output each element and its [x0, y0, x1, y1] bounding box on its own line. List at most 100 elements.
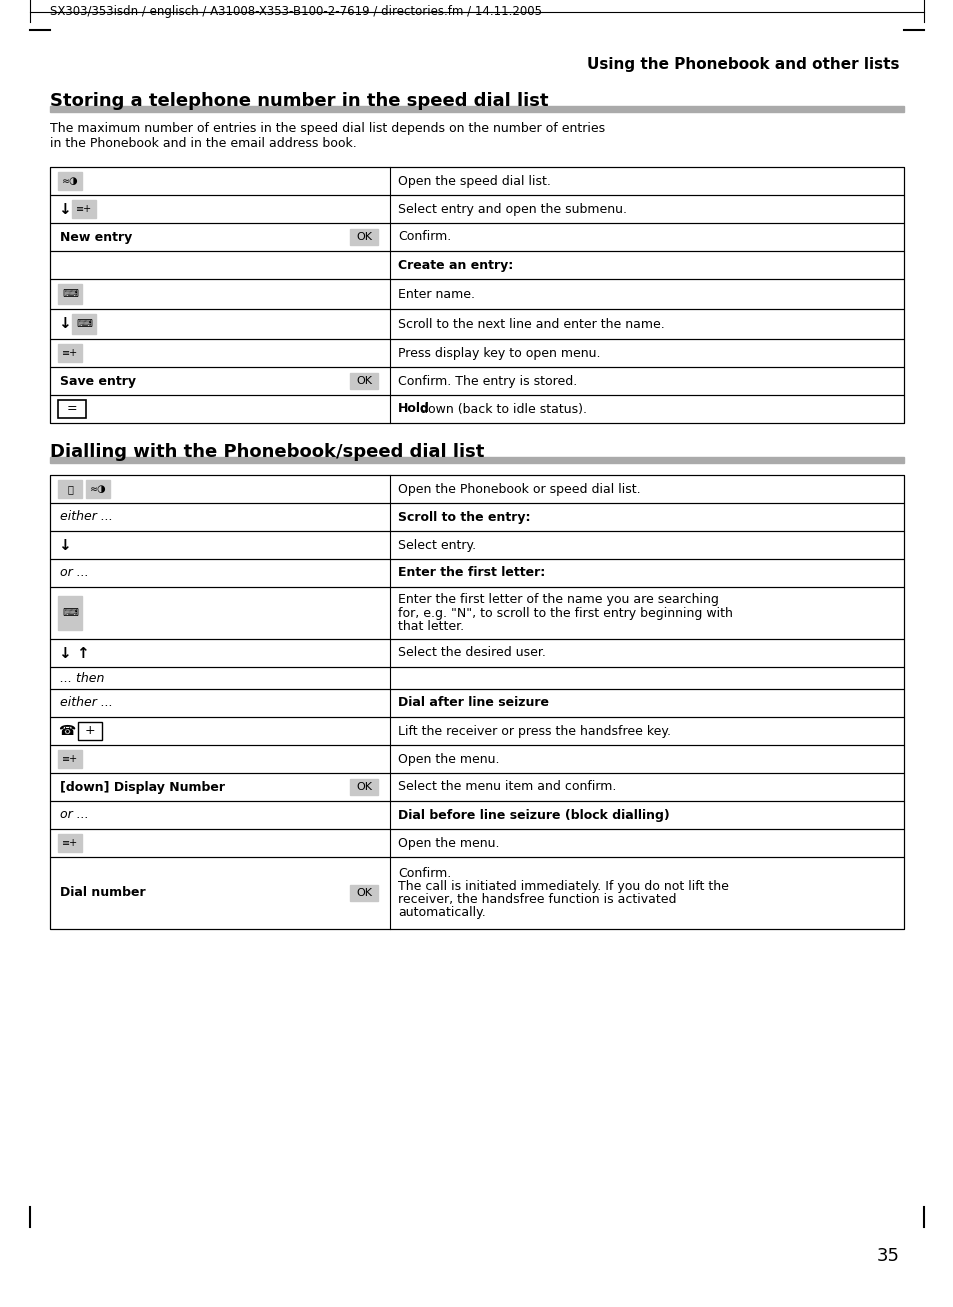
Text: Dial after line seizure: Dial after line seizure: [397, 697, 548, 710]
Bar: [50, 587, 903, 639]
Text: OK: OK: [355, 376, 372, 386]
Text: either ...: either ...: [60, 697, 112, 710]
Text: The maximum number of entries in the speed dial list depends on the number of en: The maximum number of entries in the spe…: [50, 122, 604, 150]
Bar: [50, 559, 903, 587]
Text: The call is initiated immediately. If you do not lift the: The call is initiated immediately. If yo…: [397, 880, 728, 893]
Bar: [50, 339, 903, 367]
Text: +: +: [85, 724, 95, 737]
Text: 35: 35: [876, 1247, 899, 1265]
Text: Open the menu.: Open the menu.: [397, 753, 499, 766]
Text: Confirm.: Confirm.: [397, 230, 451, 243]
Bar: [50, 689, 903, 718]
Bar: [78, 721, 102, 740]
Bar: [50, 167, 903, 423]
Text: receiver, the handsfree function is activated: receiver, the handsfree function is acti…: [397, 893, 676, 906]
Text: OK: OK: [355, 782, 372, 792]
Text: Select the menu item and confirm.: Select the menu item and confirm.: [397, 780, 616, 793]
Text: that letter.: that letter.: [397, 620, 464, 633]
Bar: [50, 251, 903, 278]
Bar: [50, 395, 903, 423]
Text: Save entry: Save entry: [60, 375, 136, 387]
Bar: [50, 639, 903, 667]
Text: ≈◑: ≈◑: [62, 176, 78, 186]
Text: Confirm.: Confirm.: [397, 867, 451, 880]
Text: Enter the first letter:: Enter the first letter:: [397, 566, 545, 579]
Text: ↓: ↓: [58, 316, 71, 332]
Bar: [50, 772, 903, 801]
Text: Open the Phonebook or speed dial list.: Open the Phonebook or speed dial list.: [397, 482, 640, 495]
Text: ⌨: ⌨: [76, 319, 91, 329]
Text: automatically.: automatically.: [397, 906, 485, 919]
Bar: [58, 344, 82, 362]
Text: ↓: ↓: [58, 646, 71, 660]
Text: or ...: or ...: [60, 566, 89, 579]
Text: ↓: ↓: [58, 537, 71, 553]
Text: Using the Phonebook and other lists: Using the Phonebook and other lists: [587, 58, 899, 72]
Bar: [50, 829, 903, 857]
Text: ≡+: ≡+: [62, 838, 78, 848]
Bar: [58, 173, 82, 190]
Text: Dialling with the Phonebook/speed dial list: Dialling with the Phonebook/speed dial l…: [50, 443, 484, 461]
Text: either ...: either ...: [60, 511, 112, 524]
Text: ≡+: ≡+: [76, 204, 92, 214]
Text: or ...: or ...: [60, 809, 89, 822]
Bar: [50, 801, 903, 829]
Bar: [58, 596, 82, 630]
Bar: [50, 106, 903, 112]
Bar: [350, 779, 377, 795]
Text: Enter name.: Enter name.: [397, 288, 475, 301]
Bar: [71, 314, 96, 333]
Text: Dial before line seizure (block dialling): Dial before line seizure (block dialling…: [397, 809, 669, 822]
Text: Hold: Hold: [397, 403, 430, 416]
Bar: [50, 531, 903, 559]
Text: SX303/353isdn / englisch / A31008-X353-B100-2-7619 / directories.fm / 14.11.2005: SX303/353isdn / englisch / A31008-X353-B…: [50, 5, 541, 18]
Bar: [350, 885, 377, 901]
Text: OK: OK: [355, 233, 372, 242]
Text: 📖: 📖: [67, 484, 72, 494]
Text: OK: OK: [355, 887, 372, 898]
Bar: [50, 667, 903, 689]
Bar: [50, 503, 903, 531]
Bar: [50, 474, 903, 929]
Text: ... then: ... then: [60, 672, 104, 685]
Bar: [58, 284, 82, 303]
Text: Open the speed dial list.: Open the speed dial list.: [397, 175, 550, 187]
Bar: [50, 745, 903, 772]
Bar: [50, 167, 903, 195]
Bar: [50, 718, 903, 745]
Text: ⌨: ⌨: [62, 608, 78, 618]
Text: Confirm. The entry is stored.: Confirm. The entry is stored.: [397, 375, 577, 387]
Bar: [50, 367, 903, 395]
Bar: [86, 480, 110, 498]
Bar: [50, 308, 903, 339]
Bar: [50, 474, 903, 503]
Bar: [50, 857, 903, 929]
Text: [down] Display Number: [down] Display Number: [60, 780, 225, 793]
Text: ⌨: ⌨: [62, 289, 78, 299]
Text: ↑: ↑: [76, 646, 89, 660]
Text: ≡+: ≡+: [62, 348, 78, 358]
Bar: [50, 195, 903, 223]
Text: Scroll to the entry:: Scroll to the entry:: [397, 511, 530, 524]
Bar: [350, 372, 377, 389]
Text: Select entry and open the submenu.: Select entry and open the submenu.: [397, 203, 626, 216]
Text: Select the desired user.: Select the desired user.: [397, 647, 545, 660]
Text: Select entry.: Select entry.: [397, 538, 476, 552]
Text: ↓: ↓: [58, 201, 71, 217]
Bar: [58, 750, 82, 769]
Text: Enter the first letter of the name you are searching: Enter the first letter of the name you a…: [397, 593, 719, 606]
Text: Open the menu.: Open the menu.: [397, 836, 499, 850]
Bar: [58, 834, 82, 852]
Bar: [58, 400, 86, 418]
Text: ≡+: ≡+: [62, 754, 78, 765]
Bar: [50, 223, 903, 251]
Text: Press display key to open menu.: Press display key to open menu.: [397, 346, 599, 359]
Text: down (back to idle status).: down (back to idle status).: [416, 403, 586, 416]
Text: Create an entry:: Create an entry:: [397, 259, 513, 272]
Bar: [50, 278, 903, 308]
Bar: [350, 229, 377, 244]
Bar: [58, 480, 82, 498]
Text: New entry: New entry: [60, 230, 132, 243]
Bar: [50, 457, 903, 463]
Text: Storing a telephone number in the speed dial list: Storing a telephone number in the speed …: [50, 91, 548, 110]
